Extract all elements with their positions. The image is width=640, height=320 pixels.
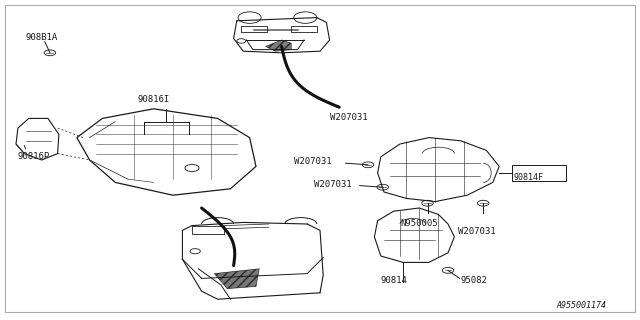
Bar	[192, 226, 224, 234]
Text: 90814: 90814	[381, 276, 408, 285]
Polygon shape	[266, 40, 291, 51]
Bar	[512, 165, 566, 181]
Text: N950005: N950005	[400, 219, 438, 228]
Polygon shape	[214, 269, 259, 289]
Text: W207031: W207031	[314, 180, 351, 189]
Text: A955001174: A955001174	[557, 301, 607, 310]
Text: W207031: W207031	[330, 113, 367, 122]
Text: W207031: W207031	[294, 157, 332, 166]
Text: 90816P: 90816P	[18, 152, 50, 161]
Bar	[241, 26, 267, 32]
Bar	[291, 26, 317, 32]
Text: 95082: 95082	[461, 276, 488, 285]
Text: 90814F: 90814F	[514, 173, 544, 182]
Text: 90816I: 90816I	[138, 95, 170, 104]
Text: 908B1A: 908B1A	[26, 33, 58, 42]
Text: W207031: W207031	[458, 227, 495, 236]
